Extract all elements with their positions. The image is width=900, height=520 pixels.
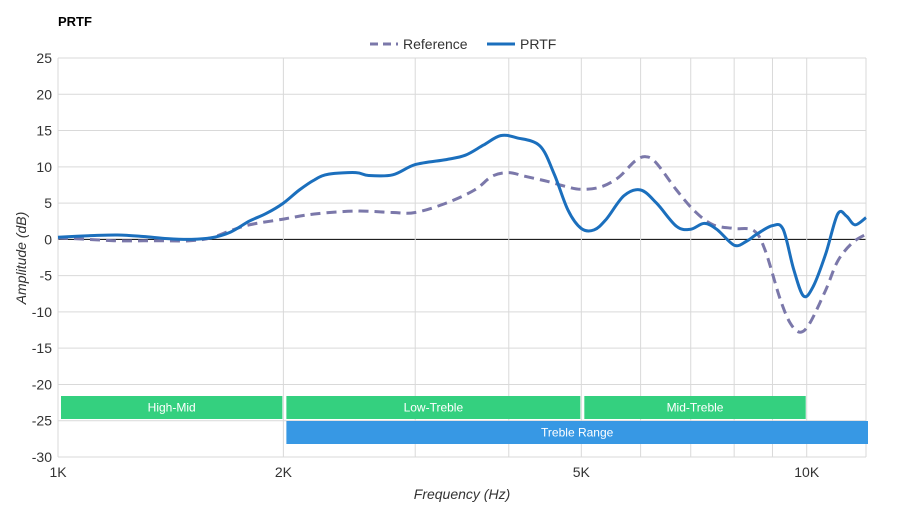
legend-label: PRTF xyxy=(520,36,556,52)
band-label: Mid-Treble xyxy=(667,401,724,415)
band-label: Treble Range xyxy=(541,426,614,440)
band-bar xyxy=(61,396,283,419)
y-tick-label: -20 xyxy=(32,376,52,392)
x-tick-label: 1K xyxy=(49,464,67,480)
y-tick-label: 0 xyxy=(44,231,52,247)
band-bar xyxy=(286,396,581,419)
y-tick-label: 20 xyxy=(36,86,52,102)
legend: Reference PRTF xyxy=(370,36,556,52)
band-label: Low-Treble xyxy=(404,401,464,415)
chart-title: PRTF xyxy=(58,14,92,29)
band-bar xyxy=(584,396,806,419)
y-tick-label: -5 xyxy=(40,268,53,284)
x-axis-title: Frequency (Hz) xyxy=(414,486,510,502)
x-tick-label: 2K xyxy=(275,464,293,480)
y-tick-label: -10 xyxy=(32,304,52,320)
y-tick-label: 15 xyxy=(36,123,52,139)
series-layer xyxy=(57,133,867,334)
y-axis-title: Amplitude (dB) xyxy=(13,212,29,306)
y-tick-label: 10 xyxy=(36,159,52,175)
series-line-reference xyxy=(57,155,867,334)
x-tick-label: 5K xyxy=(573,464,591,480)
series-line-prtf xyxy=(57,133,867,299)
y-tick-label: -30 xyxy=(32,449,52,465)
band-bar xyxy=(286,421,869,444)
y-tick-label: 25 xyxy=(36,50,52,66)
x-tick-label: 10K xyxy=(794,464,820,480)
y-tick-label: 5 xyxy=(44,195,52,211)
y-tick-label: -15 xyxy=(32,340,52,356)
legend-label: Reference xyxy=(403,36,468,52)
grid-layer xyxy=(57,57,867,458)
y-tick-label: -25 xyxy=(32,413,52,429)
band-label: High-Mid xyxy=(148,401,196,415)
band-layer: High-Mid Low-Treble Mid-Treble Treble Range xyxy=(61,396,869,444)
